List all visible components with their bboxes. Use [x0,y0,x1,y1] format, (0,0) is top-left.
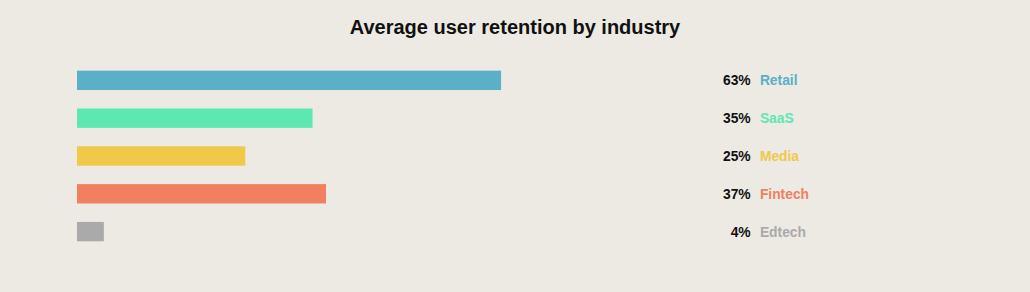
svg-text:25%: 25% [723,148,751,164]
html-text:Average user retention by indu: Average user retention by industry [349,16,681,38]
svg-text:Retail: Retail [760,72,798,88]
svg-text:Media: Media [760,148,799,164]
svg-text:37%: 37% [723,186,751,202]
svg-text:Fintech: Fintech [760,186,809,202]
svg-text:Edtech: Edtech [760,224,806,240]
svg-text:35%: 35% [723,110,751,126]
svg-text:63%: 63% [723,72,751,88]
svg-text:SaaS: SaaS [760,110,794,126]
svg-text:4%: 4% [731,224,751,240]
